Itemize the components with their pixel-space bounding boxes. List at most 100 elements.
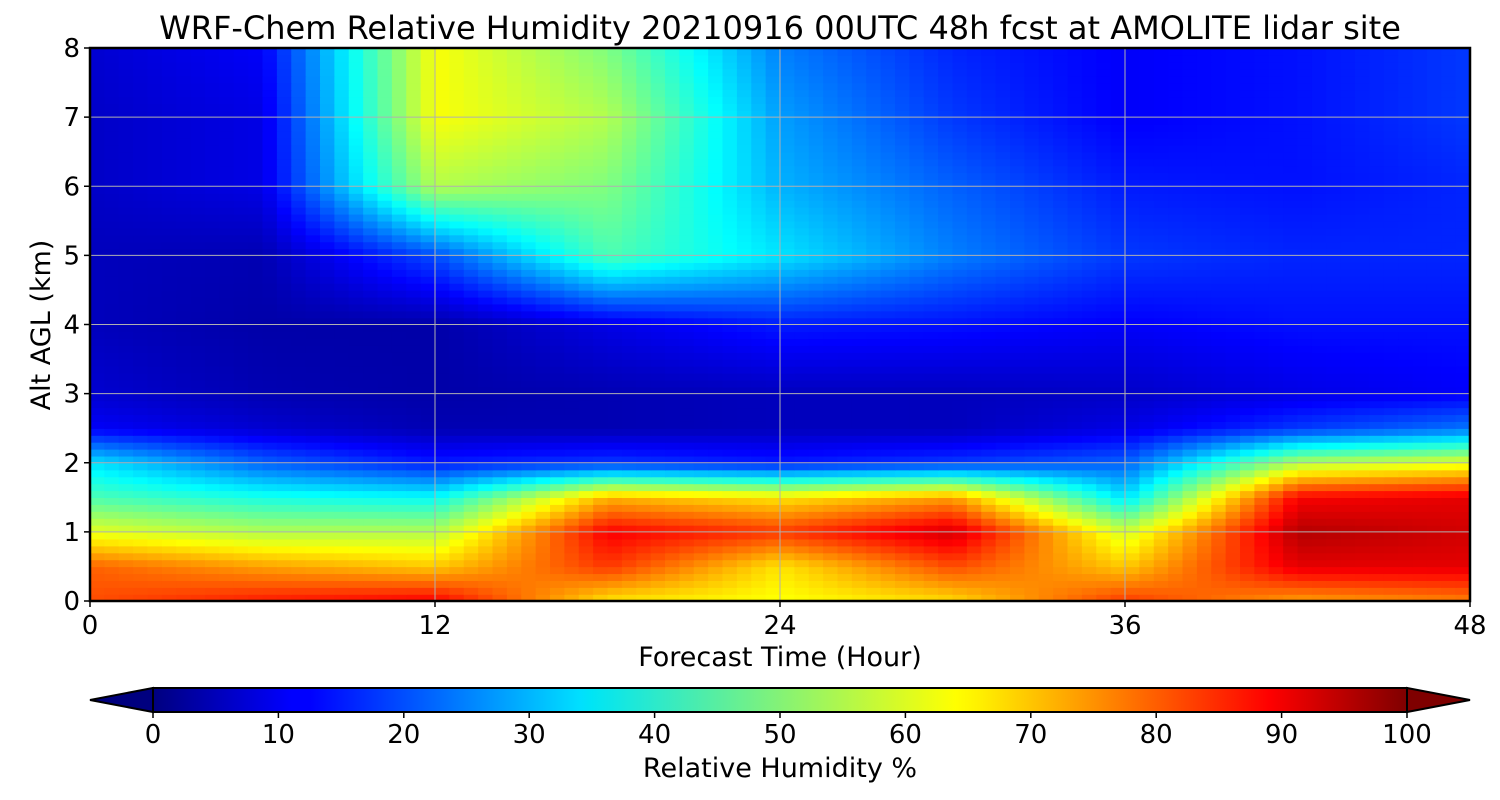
heatmap-cell [765, 531, 781, 540]
heatmap-cell [593, 552, 609, 561]
heatmap-cell [1153, 442, 1169, 450]
heatmap-cell [736, 386, 752, 395]
heatmap-cell [1355, 559, 1371, 568]
heatmap-cell [1024, 545, 1040, 554]
heatmap-cell [780, 580, 796, 588]
heatmap-cell [1326, 324, 1342, 333]
heatmap-cell [578, 296, 594, 305]
heatmap-cell [1139, 538, 1155, 547]
heatmap-cell [780, 524, 796, 533]
heatmap-cell [118, 524, 134, 533]
heatmap-cell [1168, 352, 1184, 360]
heatmap-cell [607, 407, 623, 416]
heatmap-cell [952, 490, 968, 499]
heatmap-cell [1311, 269, 1327, 277]
heatmap-cell [478, 283, 494, 291]
heatmap-cell [607, 331, 623, 340]
heatmap-cell [305, 504, 321, 512]
heatmap-cell [636, 421, 652, 429]
heatmap-cell [262, 469, 278, 478]
heatmap-cell [435, 483, 451, 492]
heatmap-cell [262, 476, 278, 485]
heatmap-cell [506, 393, 522, 402]
heatmap-cell [736, 594, 752, 601]
heatmap-cell [463, 241, 479, 250]
heatmap-cell [1441, 511, 1457, 519]
heatmap-cell [679, 538, 695, 547]
heatmap-cell [1254, 386, 1270, 395]
heatmap-cell [966, 393, 982, 402]
heatmap-cell [794, 455, 810, 464]
heatmap-cell [420, 324, 436, 333]
heatmap-cell [1369, 566, 1385, 575]
heatmap-cell [1326, 559, 1342, 568]
heatmap-cell [118, 359, 134, 367]
heatmap-cell [449, 421, 465, 429]
heatmap-cell [348, 317, 364, 326]
heatmap-cell [348, 269, 364, 277]
heatmap-cell [765, 518, 781, 526]
heatmap-cell [205, 352, 221, 360]
heatmap-cell [391, 552, 407, 561]
heatmap-cell [952, 296, 968, 305]
heatmap-cell [521, 255, 537, 263]
heatmap-cell [205, 462, 221, 471]
heatmap-cell [391, 580, 407, 588]
heatmap-cell [1125, 324, 1141, 333]
heatmap-cell [435, 511, 451, 519]
heatmap-cell [1067, 538, 1083, 547]
heatmap-cell [1369, 504, 1385, 512]
heatmap-cell [808, 372, 824, 381]
heatmap-cell [722, 296, 738, 305]
heatmap-cell [751, 594, 767, 601]
heatmap-cell [435, 276, 451, 284]
heatmap-cell [1412, 435, 1428, 443]
heatmap-cell [176, 483, 192, 492]
heatmap-cell [1283, 331, 1299, 340]
heatmap-cell [722, 317, 738, 326]
heatmap-cell [420, 580, 436, 588]
heatmap-cell [205, 296, 221, 305]
heatmap-cell [981, 289, 997, 298]
heatmap-cell [1340, 511, 1356, 519]
heatmap-cell [276, 414, 292, 422]
heatmap-cell [1168, 497, 1184, 505]
heatmap-cell [1211, 559, 1227, 568]
heatmap-cell [377, 338, 393, 346]
heatmap-cell [636, 587, 652, 595]
heatmap-cell [320, 566, 336, 575]
heatmap-cell [478, 269, 494, 277]
heatmap-cell [492, 317, 508, 326]
heatmap-cell [363, 359, 379, 367]
heatmap-cell [621, 531, 637, 540]
heatmap-cell [1053, 414, 1069, 422]
heatmap-cell [765, 573, 781, 581]
heatmap-cell [636, 365, 652, 374]
heatmap-cell [133, 400, 149, 409]
heatmap-cell [665, 594, 681, 601]
heatmap-cell [1010, 552, 1026, 561]
heatmap-cell [981, 552, 997, 561]
heatmap-cell [866, 372, 882, 381]
heatmap-cell [564, 386, 580, 395]
heatmap-cell [1240, 276, 1256, 284]
heatmap-cell [1125, 386, 1141, 395]
heatmap-cell [780, 435, 796, 443]
heatmap-cell [190, 545, 206, 554]
heatmap-cell [535, 566, 551, 575]
heatmap-cell [837, 310, 853, 319]
heatmap-cell [564, 531, 580, 540]
heatmap-cell [1455, 276, 1470, 284]
heatmap-cell [780, 573, 796, 581]
heatmap-cell [348, 262, 364, 270]
heatmap-cell [895, 552, 911, 561]
heatmap-cell [909, 524, 925, 533]
heatmap-cell [880, 372, 896, 381]
heatmap-cell [751, 545, 767, 554]
heatmap-cell [262, 338, 278, 346]
heatmap-cell [320, 324, 336, 333]
heatmap-cell [621, 386, 637, 395]
heatmap-cell [1398, 538, 1414, 547]
heatmap-cell [1441, 393, 1457, 402]
heatmap-cell [478, 469, 494, 478]
